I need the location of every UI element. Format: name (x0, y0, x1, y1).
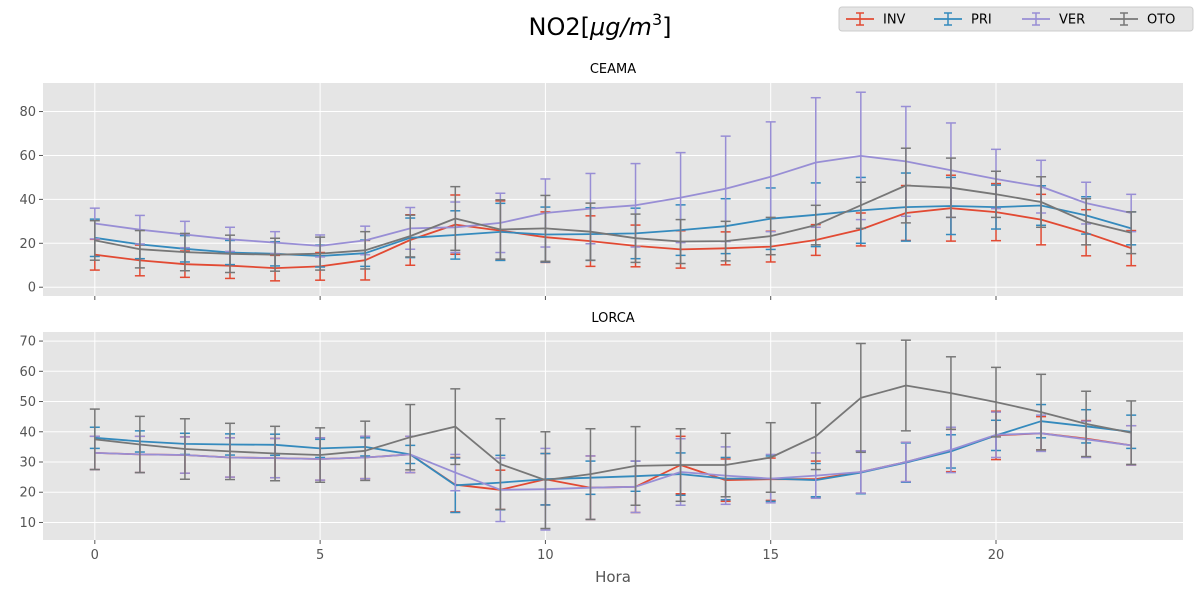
legend-entry-inv: INV (846, 12, 906, 28)
series-line (94, 207, 1132, 270)
series-oto (89, 339, 1137, 530)
panel-lorca: 0 5 10 15 20 10 20 30 40 50 60 70 LORCA (19, 311, 1183, 563)
panel-data (89, 91, 1137, 282)
legend-label: OTO (1147, 13, 1175, 28)
legend-label: PRI (971, 13, 992, 28)
panel-ceama: 0 20 40 60 80 CEAMA (19, 62, 1183, 300)
x-axis-label: Hora (595, 568, 631, 586)
plot-area (43, 83, 1183, 296)
legend-label: VER (1059, 13, 1085, 28)
y-tick-label: 80 (19, 105, 36, 120)
y-tick-label: 70 (19, 335, 36, 350)
legend-label: INV (883, 13, 906, 28)
figure-title: NO2[μg/m3] (528, 10, 671, 41)
x-tick-label: 20 (988, 548, 1005, 563)
legend-entry-pri: PRI (934, 12, 992, 28)
series-oto (89, 147, 1137, 274)
plot-area (43, 332, 1183, 540)
series-line (94, 432, 1132, 491)
x-tick-label: 15 (762, 548, 779, 563)
y-tick-label: 0 (28, 281, 36, 296)
y-tick-label: 20 (19, 486, 36, 501)
y-tick-label: 10 (19, 516, 36, 531)
y-tick-label: 20 (19, 237, 36, 252)
legend: INV PRI VER OTO (838, 6, 1194, 32)
y-tick-label: 30 (19, 456, 36, 471)
panel-title: LORCA (591, 311, 634, 326)
y-tick-label: 60 (19, 149, 36, 164)
series-line (94, 420, 1132, 487)
y-tick-label: 40 (19, 193, 36, 208)
series-line (94, 184, 1132, 256)
series-line (94, 384, 1132, 482)
legend-frame (838, 6, 1194, 32)
x-tick-label: 5 (316, 548, 324, 563)
panel-title: CEAMA (590, 62, 636, 77)
series-line (94, 154, 1132, 247)
y-tick-label: 40 (19, 425, 36, 440)
series-line (94, 204, 1132, 257)
x-tick-label: 0 (91, 548, 99, 563)
chart-panels: 0 20 40 60 80 CEAMA 0 5 10 15 20 10 20 30 40 50 60 70 LORC… (19, 62, 1183, 563)
legend-entry-oto: OTO (1110, 12, 1175, 28)
y-tick-label: 50 (19, 395, 36, 410)
legend-entry-ver: VER (1022, 12, 1085, 28)
panel-data (89, 339, 1137, 531)
x-tick-label: 10 (537, 548, 554, 563)
y-tick-label: 60 (19, 365, 36, 380)
